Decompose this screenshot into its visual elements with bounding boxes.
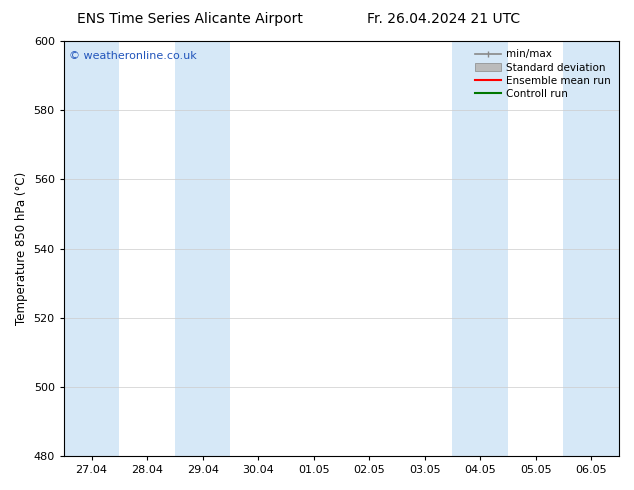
Text: © weatheronline.co.uk: © weatheronline.co.uk xyxy=(69,51,197,61)
Text: ENS Time Series Alicante Airport: ENS Time Series Alicante Airport xyxy=(77,12,303,26)
Text: Fr. 26.04.2024 21 UTC: Fr. 26.04.2024 21 UTC xyxy=(367,12,521,26)
Bar xyxy=(175,41,230,456)
Bar xyxy=(64,41,119,456)
Bar xyxy=(564,41,619,456)
Y-axis label: Temperature 850 hPa (°C): Temperature 850 hPa (°C) xyxy=(15,172,28,325)
Bar xyxy=(453,41,508,456)
Legend: min/max, Standard deviation, Ensemble mean run, Controll run: min/max, Standard deviation, Ensemble me… xyxy=(472,46,614,102)
